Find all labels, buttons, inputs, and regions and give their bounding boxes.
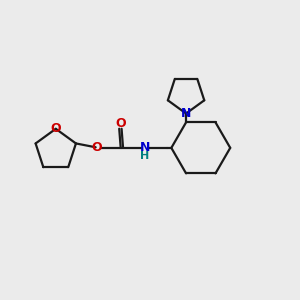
Text: N: N [140,141,150,154]
Text: N: N [181,107,191,120]
Text: O: O [115,117,126,130]
Text: O: O [92,141,103,154]
Text: O: O [50,122,61,135]
Text: H: H [140,151,149,161]
